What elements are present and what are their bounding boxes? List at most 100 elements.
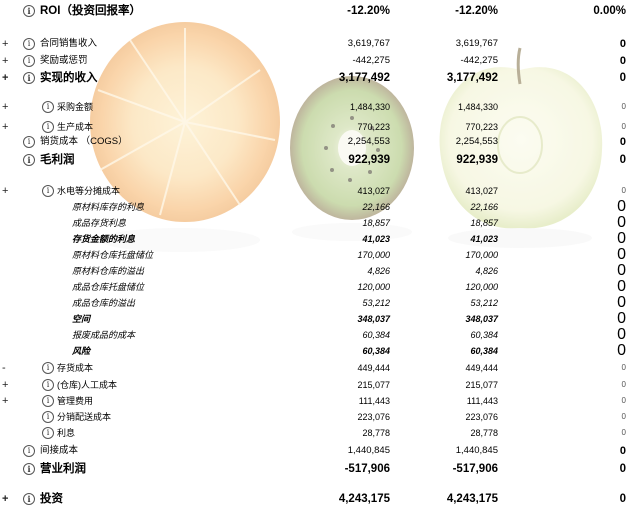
info-icon[interactable]: i [42, 411, 54, 423]
row-label: 营业利润 [40, 463, 86, 475]
value-col2: 3,177,492 [446, 72, 498, 84]
row-label: 毛利润 [40, 154, 75, 166]
row-label: 原材料仓库的溢出 [72, 266, 145, 276]
value-col2: 60,384 [470, 330, 498, 340]
expand-toggle[interactable]: + [2, 121, 9, 133]
value-col1: 120,000 [357, 282, 390, 292]
row-label: 投资 [40, 493, 63, 505]
row-label: 原材料库存的利息 [72, 202, 145, 212]
value-col2: 111,443 [466, 396, 498, 406]
value-col3: 0 [619, 136, 626, 148]
expand-toggle[interactable]: + [2, 38, 9, 50]
table-row: i 营业利润 -517,906 -517,906 0 [0, 461, 642, 477]
table-row: + i 管理费用 111,443 111,443 0 [0, 394, 642, 408]
row-label: 奖励或惩罚 [40, 55, 88, 66]
value-col3: 0 [617, 294, 626, 311]
table-row: i 利息 28,778 28,778 0 [0, 426, 642, 440]
expand-toggle[interactable]: + [2, 379, 9, 391]
value-col3: 0 [619, 463, 626, 475]
row-label: 分销配送成本 [57, 412, 112, 422]
value-col2: 922,939 [456, 154, 498, 166]
value-col3: 0 [621, 186, 626, 195]
row-label: 合同销售收入 [40, 38, 98, 49]
table-row: 存货金额的利息 41,023 41,023 0 [0, 230, 642, 247]
value-col1: 3,619,767 [347, 38, 390, 49]
value-col1: 215,077 [357, 380, 390, 390]
info-icon[interactable]: i [23, 154, 35, 166]
value-col1: 60,384 [362, 330, 390, 340]
row-label: 成品存货利息 [72, 218, 127, 228]
value-col1: 1,484,330 [349, 102, 390, 112]
value-col3: 0 [619, 154, 626, 166]
info-icon[interactable]: i [42, 185, 54, 197]
info-icon[interactable]: i [23, 55, 35, 67]
row-label: 存货金额的利息 [72, 234, 136, 244]
value-col1: -442,275 [352, 55, 390, 66]
value-col2: 4,826 [475, 266, 498, 276]
orange-icon [90, 22, 280, 252]
expand-toggle[interactable]: + [2, 493, 9, 505]
row-label: 销货成本 （COGS） [40, 136, 128, 147]
expand-toggle[interactable]: + [2, 55, 9, 67]
info-icon[interactable]: i [23, 136, 35, 148]
value-col3: 0 [617, 246, 626, 263]
value-col3: 0 [617, 310, 626, 327]
value-col3: 0.00% [593, 5, 626, 17]
info-icon[interactable]: i [23, 72, 35, 84]
kiwi-icon [290, 76, 414, 241]
value-col2: -517,906 [452, 463, 498, 475]
value-col2: 2,254,553 [455, 136, 498, 147]
value-col3: 0 [617, 262, 626, 279]
table-row: + i 采购金额 1,484,330 1,484,330 0 [0, 100, 642, 114]
value-col3: 0 [617, 230, 626, 247]
info-icon[interactable]: i [23, 493, 35, 505]
table-row: i 销货成本 （COGS） 2,254,553 2,254,553 0 [0, 135, 642, 149]
info-icon[interactable]: i [42, 121, 54, 133]
value-col3: 0 [617, 198, 626, 215]
table-row: i 分销配送成本 223,076 223,076 0 [0, 410, 642, 424]
info-icon[interactable]: i [42, 427, 54, 439]
info-icon[interactable]: i [42, 379, 54, 391]
row-label: ROI（投资回报率） [40, 5, 141, 17]
expand-toggle[interactable]: + [2, 395, 9, 407]
value-col1: 18,857 [362, 218, 390, 228]
info-icon[interactable]: i [42, 362, 54, 374]
table-row: + i (仓库)人工成本 215,077 215,077 0 [0, 378, 642, 392]
table-row: 成品存货利息 18,857 18,857 0 [0, 214, 642, 231]
value-col1: 3,177,492 [338, 72, 390, 84]
info-icon[interactable]: i [23, 445, 35, 457]
info-icon[interactable]: i [42, 101, 54, 113]
value-col2: 1,440,845 [455, 445, 498, 456]
expand-toggle[interactable]: + [2, 72, 9, 84]
expand-toggle[interactable]: + [2, 101, 9, 113]
value-col2: 449,444 [465, 363, 498, 373]
info-icon[interactable]: i [23, 5, 35, 17]
value-col1: 111,443 [358, 396, 390, 406]
table-row: 原材料仓库的溢出 4,826 4,826 0 [0, 262, 642, 279]
value-col3: 0 [621, 122, 626, 131]
value-col2: 4,243,175 [446, 493, 498, 505]
value-col2: 170,000 [465, 250, 498, 260]
value-col2: 28,778 [470, 428, 498, 438]
value-col1: 53,212 [362, 298, 390, 308]
table-row: 原材料库存的利息 22,166 22,166 0 [0, 198, 642, 215]
value-col1: 4,243,175 [338, 493, 390, 505]
expand-toggle[interactable]: + [2, 185, 9, 197]
info-icon[interactable]: i [42, 395, 54, 407]
value-col1: 41,023 [362, 234, 390, 244]
value-col1: 4,826 [367, 266, 390, 276]
collapse-toggle[interactable]: - [2, 362, 6, 374]
table-row: 成品仓库的溢出 53,212 53,212 0 [0, 294, 642, 311]
row-label: 成品仓库托盘储位 [72, 282, 145, 292]
info-icon[interactable]: i [23, 38, 35, 50]
value-col1: 770,223 [357, 122, 390, 132]
row-label: 利息 [57, 428, 76, 438]
value-col3: 0 [621, 412, 626, 421]
value-col3: 0 [617, 214, 626, 231]
value-col2: -442,275 [460, 55, 498, 66]
table-row: + i 水电等分摊成本 413,027 413,027 0 [0, 184, 642, 198]
info-icon[interactable]: i [23, 463, 35, 475]
value-col2: 770,223 [465, 122, 498, 132]
value-col1: 2,254,553 [347, 136, 390, 147]
